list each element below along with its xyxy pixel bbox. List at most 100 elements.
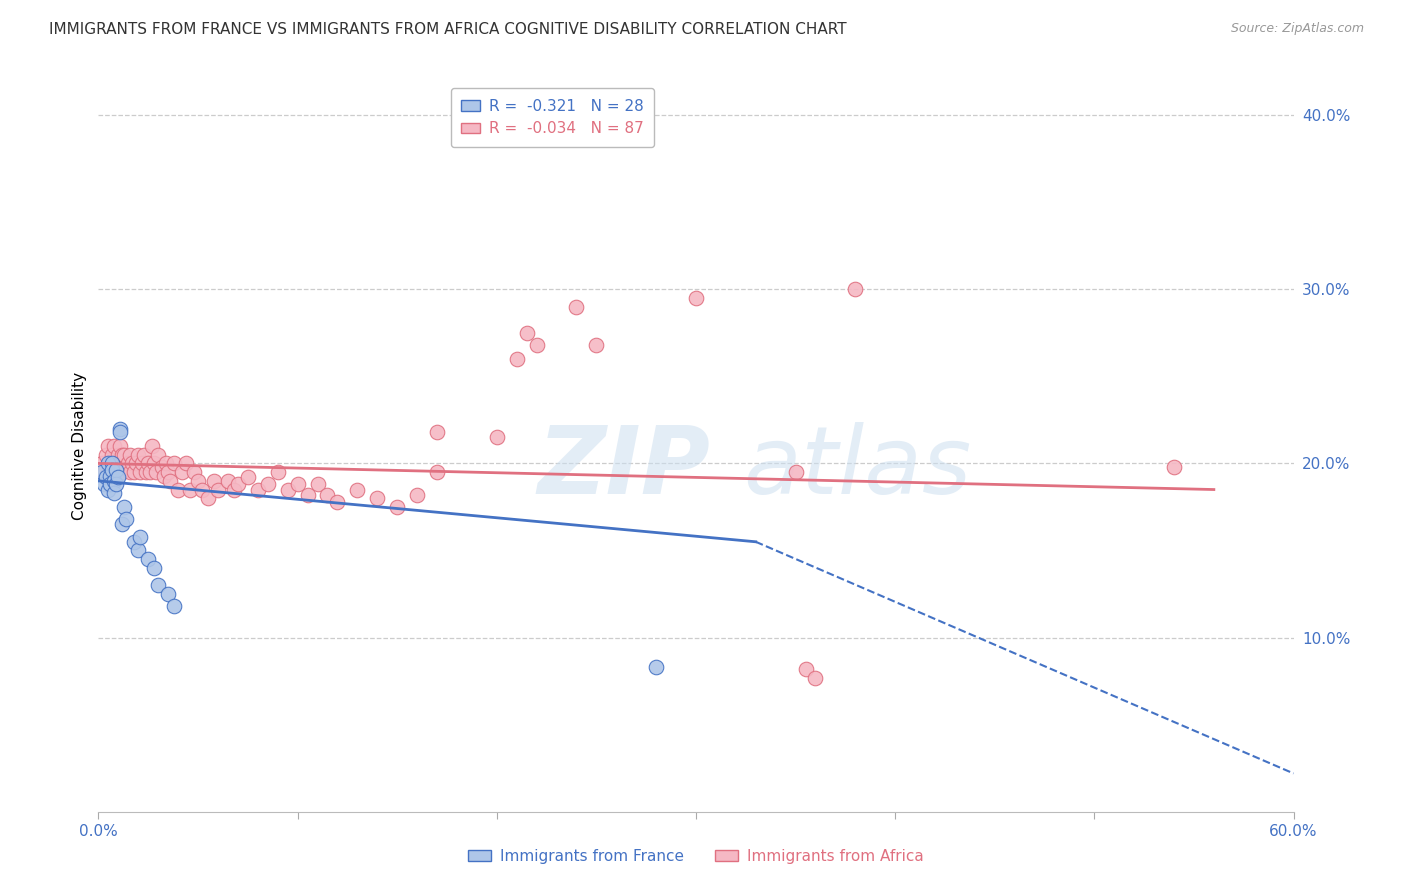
Point	[117, 457, 139, 471]
Y-axis label: Cognitive Disability: Cognitive Disability	[72, 372, 87, 520]
Point	[246, 483, 269, 497]
Point	[93, 477, 115, 491]
Point	[287, 477, 309, 491]
Point	[297, 488, 319, 502]
Point	[101, 459, 124, 474]
Point	[197, 491, 219, 506]
Point	[127, 543, 149, 558]
Point	[143, 457, 166, 471]
Point	[485, 430, 508, 444]
Point	[685, 291, 707, 305]
Point	[121, 457, 143, 471]
Point	[98, 468, 122, 483]
Point	[172, 465, 194, 479]
Point	[307, 477, 329, 491]
Point	[112, 500, 135, 514]
Point	[167, 483, 190, 497]
Point	[97, 439, 120, 453]
Point	[107, 470, 129, 484]
Point	[406, 488, 429, 502]
Point	[101, 463, 124, 477]
Point	[101, 457, 124, 471]
Point	[97, 465, 120, 479]
Legend: Immigrants from France, Immigrants from Africa: Immigrants from France, Immigrants from …	[463, 843, 929, 870]
Text: IMMIGRANTS FROM FRANCE VS IMMIGRANTS FROM AFRICA COGNITIVE DISABILITY CORRELATIO: IMMIGRANTS FROM FRANCE VS IMMIGRANTS FRO…	[49, 22, 846, 37]
Point	[105, 463, 128, 477]
Point	[202, 474, 225, 488]
Point	[135, 465, 157, 479]
Point	[125, 457, 148, 471]
Point	[115, 512, 138, 526]
Point	[585, 338, 607, 352]
Point	[120, 465, 142, 479]
Point	[136, 552, 159, 566]
Point	[153, 468, 176, 483]
Point	[516, 326, 538, 340]
Point	[107, 465, 129, 479]
Point	[91, 457, 114, 471]
Point	[645, 660, 668, 674]
Point	[159, 474, 181, 488]
Point	[526, 338, 548, 352]
Point	[316, 488, 339, 502]
Point	[150, 459, 173, 474]
Point	[105, 457, 128, 471]
Point	[217, 474, 239, 488]
Point	[127, 448, 149, 462]
Point	[256, 477, 278, 491]
Point	[129, 530, 152, 544]
Point	[91, 465, 114, 479]
Point	[226, 477, 249, 491]
Point	[794, 662, 817, 676]
Text: atlas: atlas	[744, 423, 972, 514]
Point	[785, 465, 807, 479]
Point	[103, 439, 125, 453]
Point	[120, 448, 142, 462]
Point	[139, 465, 162, 479]
Point	[111, 448, 134, 462]
Point	[163, 457, 186, 471]
Point	[366, 491, 388, 506]
Point	[110, 425, 132, 439]
Point	[110, 457, 132, 471]
Point	[129, 465, 152, 479]
Point	[222, 483, 245, 497]
Point	[105, 477, 128, 491]
Point	[236, 470, 259, 484]
Point	[426, 465, 449, 479]
Point	[148, 578, 170, 592]
Point	[143, 561, 166, 575]
Point	[134, 448, 156, 462]
Point	[187, 474, 209, 488]
Text: Source: ZipAtlas.com: Source: ZipAtlas.com	[1230, 22, 1364, 36]
Point	[155, 457, 177, 471]
Point	[103, 465, 125, 479]
Point	[565, 300, 588, 314]
Point	[179, 483, 201, 497]
Point	[157, 587, 180, 601]
Point	[101, 448, 124, 462]
Point	[103, 474, 125, 488]
Point	[183, 465, 205, 479]
Point	[1163, 459, 1185, 474]
Point	[111, 465, 134, 479]
Point	[112, 448, 135, 462]
Point	[98, 477, 122, 491]
Point	[136, 457, 159, 471]
Point	[163, 599, 186, 614]
Point	[110, 439, 132, 453]
Point	[191, 483, 214, 497]
Point	[107, 448, 129, 462]
Point	[96, 470, 118, 484]
Point	[124, 465, 146, 479]
Point	[98, 457, 122, 471]
Point	[174, 457, 197, 471]
Point	[141, 439, 163, 453]
Point	[93, 465, 115, 479]
Point	[148, 448, 170, 462]
Point	[110, 421, 132, 435]
Point	[207, 483, 229, 497]
Point	[111, 517, 134, 532]
Point	[97, 457, 120, 471]
Text: ZIP: ZIP	[538, 422, 710, 514]
